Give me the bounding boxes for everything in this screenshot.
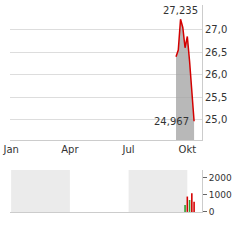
svg-text:27,235: 27,235 [163,5,198,16]
svg-text:27,0: 27,0 [205,24,227,35]
svg-text:Okt: Okt [179,144,197,155]
svg-text:26,5: 26,5 [205,47,227,58]
svg-text:2000: 2000 [209,173,232,183]
svg-text:1000: 1000 [209,190,232,200]
svg-text:25,0: 25,0 [205,114,227,125]
svg-text:25,5: 25,5 [205,92,227,103]
svg-text:0: 0 [209,207,215,217]
svg-text:Jan: Jan [2,144,18,155]
svg-text:24,967: 24,967 [154,116,189,127]
svg-text:26,0: 26,0 [205,69,227,80]
svg-text:Jul: Jul [122,144,135,155]
svg-text:Apr: Apr [61,144,79,155]
